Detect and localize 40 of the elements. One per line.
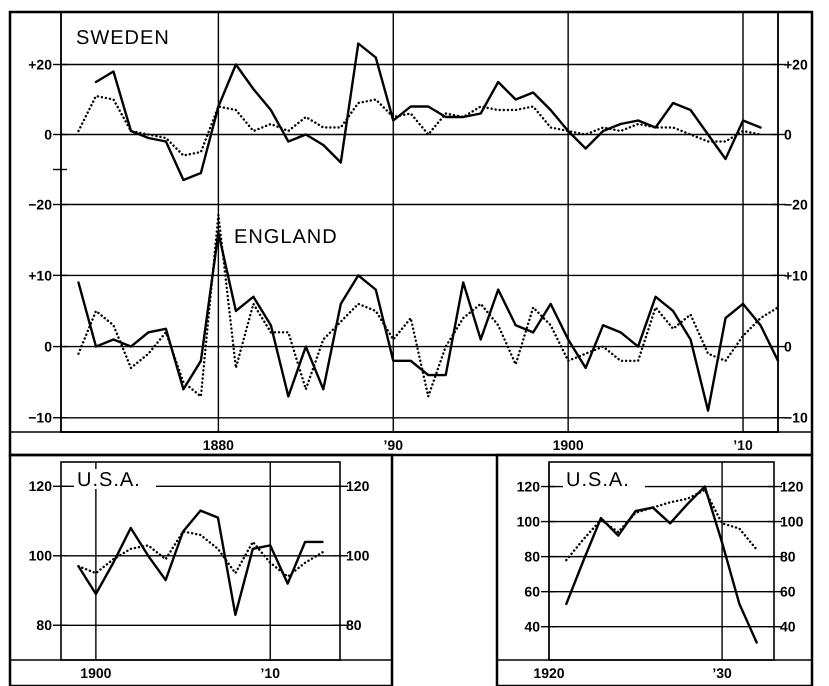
y-tick-label: 80 — [36, 617, 52, 634]
x-tick-label: 1900 — [80, 665, 112, 681]
y-tick-label: 60 — [524, 584, 540, 600]
y2-tick-label: 0 — [784, 126, 792, 142]
y-tick-label: 100 — [28, 548, 52, 564]
y-tick-label: 40 — [524, 618, 540, 635]
y-tick-label: 120 — [28, 478, 52, 494]
y2-tick-label: 100 — [346, 548, 370, 564]
y-tick-label: +20 — [28, 56, 52, 72]
y2-tick-label: 40 — [780, 618, 796, 635]
x-tick-label: 1920 — [533, 665, 565, 681]
y2-tick-label: 120 — [346, 478, 370, 494]
y2-tick-label: +20 — [784, 56, 808, 72]
y2-tick-label: 100 — [780, 513, 804, 530]
y2-tick-label: −10 — [784, 410, 808, 426]
chart-title: U.S.A. — [77, 469, 141, 491]
text: SWEDEN — [76, 27, 170, 49]
y2-tick-label: 0 — [784, 338, 792, 354]
x-tick-label: ’10 — [733, 437, 753, 453]
y2-tick-label: 120 — [780, 478, 804, 494]
y-tick-label: 0 — [44, 126, 52, 142]
y2-tick-label: −20 — [784, 196, 808, 212]
x-tick-label: ’30 — [712, 665, 732, 681]
chart-title: U.S.A. — [566, 469, 630, 491]
x-tick-label: 1900 — [552, 437, 584, 453]
x-tick-label: ’10 — [260, 665, 280, 681]
y-tick-label: +10 — [28, 267, 52, 284]
y-tick-label: 80 — [524, 548, 540, 565]
x-tick-label: ’90 — [384, 437, 404, 453]
y-tick-label: 100 — [516, 513, 540, 530]
text: ENGLAND — [234, 226, 338, 248]
x-tick-label: 1880 — [202, 437, 234, 453]
y-tick-label: 0 — [44, 338, 52, 354]
y-tick-label: −10 — [28, 410, 52, 426]
y2-tick-label: 60 — [780, 584, 796, 600]
y2-tick-label: 80 — [346, 617, 362, 634]
y-tick-label: −20 — [28, 196, 52, 212]
y2-tick-label: +10 — [784, 267, 808, 284]
y-tick-label: 120 — [516, 478, 540, 494]
y2-tick-label: 80 — [780, 548, 796, 565]
